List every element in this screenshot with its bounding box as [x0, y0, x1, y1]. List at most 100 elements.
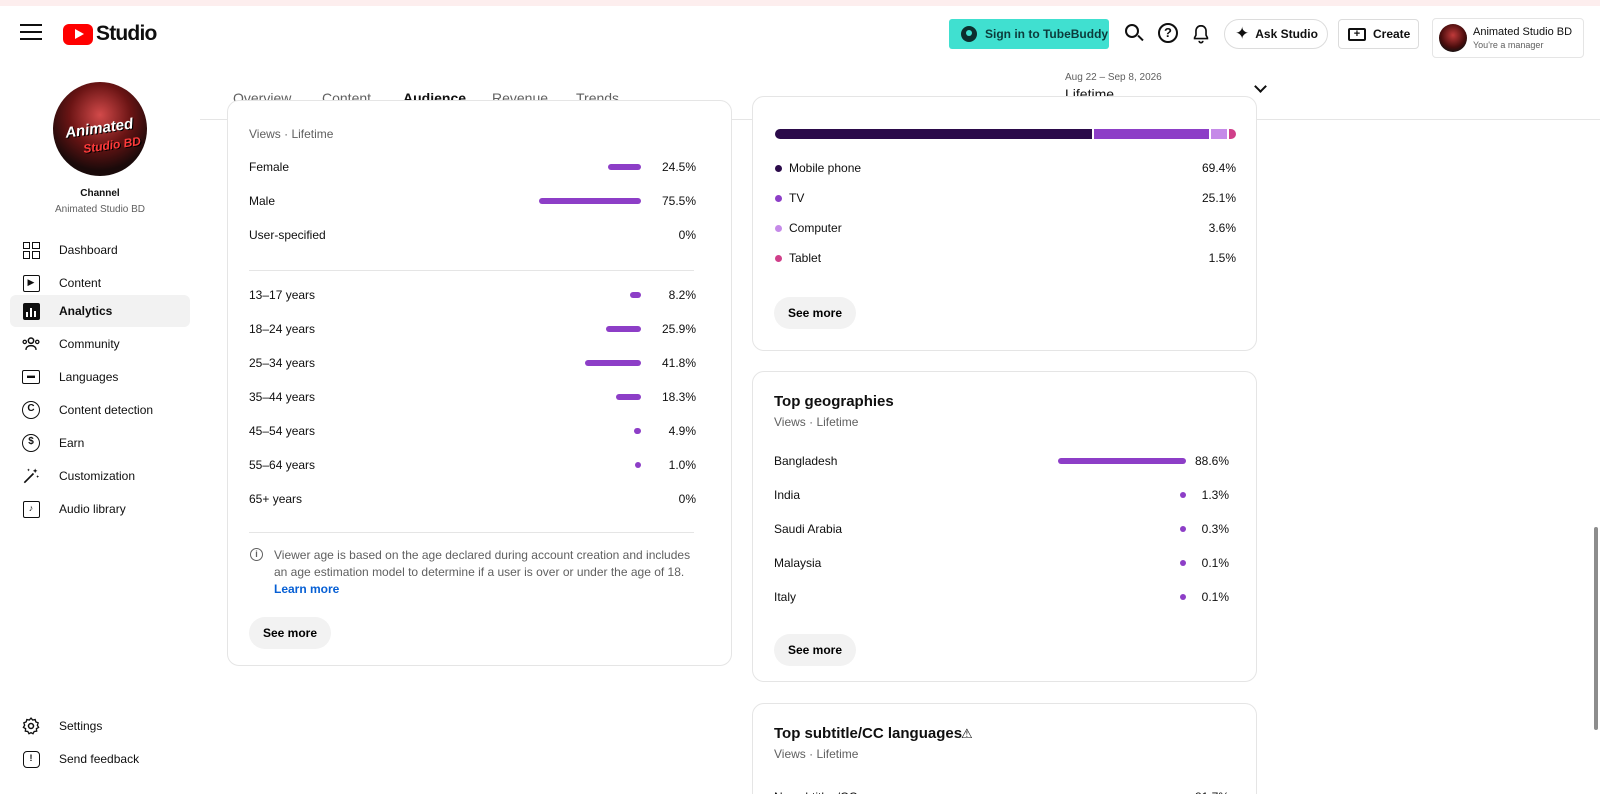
magic-wand-icon	[21, 466, 41, 486]
sidebar-item-languages[interactable]: ▬ Languages	[10, 361, 190, 393]
age-row: 45–54 years 4.9%	[228, 422, 731, 442]
dashboard-icon	[21, 240, 41, 260]
age-row-percent: 1.0%	[668, 458, 696, 472]
help-icon[interactable]: ?	[1158, 23, 1178, 43]
studio-logo[interactable]: Studio	[63, 22, 157, 46]
device-row: Computer 3.6%	[753, 219, 1256, 239]
age-row-percent: 41.8%	[661, 356, 696, 370]
age-row-label: 13–17 years	[249, 288, 316, 302]
bell-icon[interactable]	[1190, 23, 1212, 45]
ask-studio-button[interactable]: ✦ Ask Studio	[1224, 19, 1328, 49]
gender-row-bar	[607, 164, 641, 170]
info-icon: i	[250, 548, 263, 561]
audio-library-icon: ♪	[21, 499, 41, 519]
sidebar-item-content[interactable]: ▶ Content	[10, 267, 190, 299]
geography-row-percent: 0.3%	[1201, 522, 1229, 536]
geography-row-label: India	[774, 488, 801, 502]
devices-see-more-button[interactable]: See more	[774, 297, 857, 329]
top-subtitle-languages-card: Top subtitle/CC languages ⚠ Views · Life…	[752, 703, 1257, 794]
warning-icon[interactable]: ⚠	[961, 726, 973, 741]
account-switcher[interactable]: Animated Studio BD You're a manager	[1432, 18, 1584, 58]
sidebar-item-label: Earn	[59, 436, 85, 450]
geography-row: Italy 0.1%	[753, 588, 1256, 608]
age-row-percent: 4.9%	[668, 424, 696, 438]
learn-more-link[interactable]: Learn more	[274, 582, 340, 596]
geography-row-label: Saudi Arabia	[774, 522, 843, 536]
geography-row-percent: 0.1%	[1201, 590, 1229, 604]
device-row: Mobile phone 69.4%	[753, 159, 1256, 179]
age-row: 35–44 years 18.3%	[228, 388, 731, 408]
geography-row-percent: 1.3%	[1201, 488, 1229, 502]
sidebar-item-label: Content	[59, 276, 102, 290]
sidebar-item-label: Settings	[59, 719, 103, 733]
geography-row-percent: 0.1%	[1201, 556, 1229, 570]
section-divider	[249, 532, 694, 533]
sidebar-item-audio-library[interactable]: ♪ Audio library	[10, 493, 190, 525]
gender-row-label: Male	[249, 194, 276, 208]
gender-row-percent: 24.5%	[661, 160, 696, 174]
device-row: Tablet 1.5%	[753, 249, 1256, 269]
page-scrollbar[interactable]	[1594, 527, 1598, 730]
gender-row: Male 75.5%	[228, 192, 731, 212]
sidebar-item-label: Customization	[59, 469, 136, 483]
legend-dot	[775, 195, 782, 202]
account-name: Animated Studio BD	[1473, 26, 1573, 38]
gender-row-bar	[539, 198, 641, 204]
sidebar-item-customization[interactable]: Customization	[10, 460, 190, 492]
sidebar-item-earn[interactable]: $ Earn	[10, 427, 190, 459]
content-icon: ▶	[21, 273, 41, 293]
gender-row: Female 24.5%	[228, 158, 731, 178]
sidebar-item-label: Dashboard	[59, 243, 118, 257]
create-button[interactable]: + Create	[1338, 19, 1419, 49]
device-row-label: Mobile phone	[789, 161, 862, 175]
search-icon[interactable]	[1124, 23, 1146, 45]
top-geographies-card: Top geographies Views · Lifetime Banglad…	[752, 371, 1257, 682]
device-row-percent: 1.5%	[1208, 251, 1236, 265]
geographies-title: Top geographies	[774, 393, 894, 410]
geographies-subtitle: Views · Lifetime	[774, 415, 859, 429]
menu-icon[interactable]	[20, 24, 42, 42]
gender-row: User-specified 0%	[228, 226, 731, 246]
age-row-label: 65+ years	[249, 492, 303, 506]
age-note-text: Viewer age is based on the age declared …	[274, 548, 691, 579]
tubebuddy-icon	[961, 26, 977, 42]
top-notice-strip	[0, 0, 1600, 6]
account-avatar	[1439, 24, 1467, 52]
channel-avatar[interactable]: Animated Studio BD	[53, 82, 147, 176]
create-label: Create	[1373, 27, 1411, 41]
sidebar-item-community[interactable]: Community	[10, 328, 190, 360]
sidebar-item-dashboard[interactable]: Dashboard	[10, 234, 190, 266]
community-icon	[21, 334, 41, 354]
age-row: 13–17 years 8.2%	[228, 286, 731, 306]
geography-row-bar	[1180, 492, 1186, 498]
geography-row: Saudi Arabia 0.3%	[753, 520, 1256, 540]
age-row-bar	[630, 292, 641, 298]
sidebar-item-settings[interactable]: Settings	[10, 710, 190, 742]
sparkle-icon: ✦	[1235, 24, 1250, 43]
demographics-subtitle: Views · Lifetime	[249, 127, 334, 141]
device-bar-segment	[1210, 129, 1228, 139]
device-type-card: Mobile phone 69.4% TV 25.1% Computer 3.6% Tabl…	[752, 96, 1257, 351]
tubebuddy-signin-button[interactable]: Sign in to TubeBuddy	[949, 19, 1109, 49]
legend-dot	[775, 225, 782, 232]
device-bar-segment	[1094, 129, 1209, 139]
age-row-percent: 0%	[678, 492, 696, 506]
sidebar-item-label: Community	[59, 337, 120, 351]
gear-icon	[21, 716, 41, 736]
sidebar-item-send-feedback[interactable]: ! Send feedback	[10, 743, 190, 775]
dollar-icon: $	[21, 433, 41, 453]
section-divider	[249, 270, 694, 271]
demographics-see-more-button[interactable]: See more	[249, 617, 332, 649]
gender-row-label: Female	[249, 160, 290, 174]
analytics-icon	[21, 301, 41, 321]
age-row-label: 25–34 years	[249, 356, 316, 370]
geographies-see-more-button[interactable]: See more	[774, 634, 857, 666]
subtitle-language-row-label: No subtitles/CC	[774, 790, 857, 794]
sidebar-item-content-detection[interactable]: C Content detection	[10, 394, 190, 426]
gender-row-label: User-specified	[249, 228, 326, 242]
languages-icon: ▬	[21, 367, 41, 387]
age-row-percent: 8.2%	[668, 288, 696, 302]
age-row-bar	[635, 462, 641, 468]
subtitles-subtitle: Views · Lifetime	[774, 747, 859, 761]
sidebar-item-analytics[interactable]: Analytics	[10, 295, 190, 327]
